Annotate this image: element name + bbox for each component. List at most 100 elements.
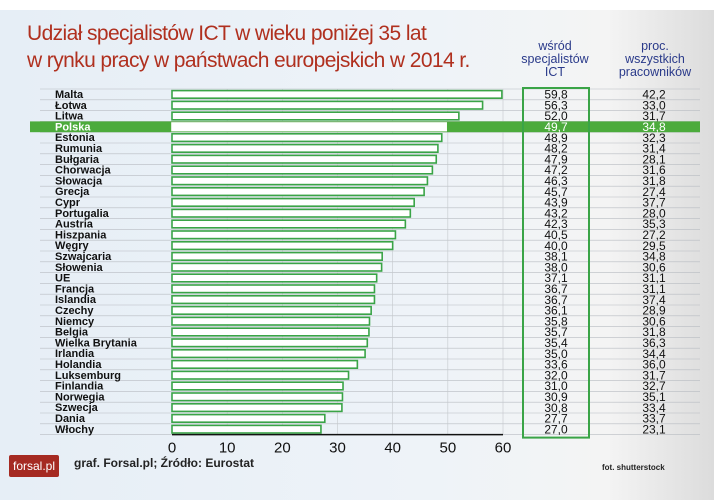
category-label: Cypr — [55, 197, 81, 209]
bar-Bułgaria — [171, 154, 438, 164]
all-workers-value: 34,8 — [642, 120, 666, 134]
col-ict-header-3: ICT — [544, 65, 566, 79]
forsal-logo: forsal.pl — [9, 455, 59, 477]
ict-value: 43,2 — [544, 206, 568, 220]
x-tick-label: 0 — [168, 440, 176, 457]
bar-Słowacja — [171, 176, 429, 186]
bar-Austria — [171, 219, 407, 229]
bar-Polska — [171, 122, 447, 132]
all-workers-value: 36,0 — [642, 358, 666, 372]
all-workers-value: 31,1 — [642, 282, 666, 296]
category-label: Finlandia — [55, 381, 104, 393]
category-label: Bułgaria — [55, 154, 100, 166]
x-tick-label: 10 — [219, 440, 236, 457]
ict-value: 47,9 — [544, 152, 568, 166]
bar-Czechy — [171, 305, 372, 316]
all-workers-value: 30,6 — [642, 260, 666, 274]
bar-Portugalia — [171, 208, 412, 218]
all-workers-value: 27,4 — [642, 185, 666, 199]
x-tick-label: 60 — [495, 440, 512, 457]
bar-Rumunia — [171, 143, 439, 154]
top-strip — [0, 0, 714, 10]
ict-value: 40,0 — [544, 239, 568, 253]
ict-value: 27,0 — [544, 422, 568, 436]
source-note: graf. Forsal.pl; Źródło: Eurostat — [74, 456, 255, 470]
col-all-header-2: wszystkich — [625, 52, 685, 66]
ict-value: 35,8 — [544, 314, 568, 328]
all-workers-value: 31,4 — [642, 142, 666, 156]
bar-Dania — [171, 413, 326, 424]
ict-value: 45,7 — [544, 185, 568, 199]
category-label: Hiszpania — [55, 229, 107, 241]
bar-Chorwacja — [171, 165, 434, 175]
bar-Grecja — [171, 187, 425, 197]
ict-value: 35,0 — [544, 347, 568, 361]
bar-Cypr — [171, 197, 415, 208]
category-label: Czechy — [55, 305, 94, 317]
category-label: Belgia — [55, 327, 89, 339]
ict-value: 48,2 — [544, 142, 568, 156]
ict-value: 35,7 — [544, 325, 568, 339]
ict-value: 36,7 — [544, 293, 568, 307]
all-workers-value: 42,2 — [642, 88, 666, 102]
all-workers-value: 34,8 — [642, 250, 666, 264]
bar-UE — [171, 273, 378, 283]
ict-value: 38,0 — [544, 260, 568, 274]
x-tick-label: 40 — [384, 440, 401, 457]
ict-value: 30,8 — [544, 401, 568, 415]
ict-value: 49,7 — [544, 120, 568, 134]
category-label: Irlandia — [55, 348, 95, 360]
category-label: Polska — [55, 121, 91, 133]
ict-value: 33,6 — [544, 358, 568, 372]
ict-value: 35,4 — [544, 336, 568, 350]
bar-Norwegia — [171, 392, 344, 402]
all-workers-value: 31,7 — [642, 109, 666, 123]
x-tick-label: 20 — [274, 440, 291, 457]
category-label: Francja — [55, 283, 95, 295]
ict-value: 27,7 — [544, 412, 568, 426]
bar-Francja — [171, 284, 376, 294]
bar-Łotwa — [171, 100, 484, 110]
all-workers-value: 28,1 — [642, 152, 666, 166]
x-tick-label: 50 — [439, 440, 456, 457]
ict-value: 56,3 — [544, 98, 568, 112]
all-workers-value: 28,0 — [642, 206, 666, 220]
all-workers-value: 37,4 — [642, 293, 666, 307]
col-all-header: proc. wszystkich pracowników — [610, 40, 700, 79]
bar-Islandia — [171, 294, 376, 305]
ict-value: 40,5 — [544, 228, 568, 242]
title-line-2: w rynku pracy w państwach europejskich w… — [27, 49, 470, 72]
category-label: Dania — [55, 413, 86, 425]
bar-Estonia — [171, 133, 443, 143]
bar-Szwajcaria — [171, 251, 383, 262]
ict-value: 30,9 — [544, 390, 568, 404]
all-workers-value: 37,7 — [642, 196, 666, 210]
col-ict-header: wśród specjalistów ICT — [515, 40, 595, 79]
all-workers-value: 28,9 — [642, 304, 666, 318]
x-tick-label: 30 — [329, 440, 346, 457]
chart-title: Udział specjalistów ICT w wieku poniżej … — [27, 20, 470, 74]
photo-credit: fot. shutterstock — [602, 463, 665, 472]
ict-value: 52,0 — [544, 109, 568, 123]
category-label: Portugalia — [55, 208, 110, 220]
all-workers-value: 31,1 — [642, 271, 666, 285]
all-workers-value: 35,3 — [642, 217, 666, 231]
category-label: Szwajcaria — [55, 251, 112, 263]
bar-Szwecja — [171, 402, 343, 413]
category-label: Łotwa — [55, 100, 88, 112]
bar-Słowenia — [171, 262, 383, 272]
all-workers-value: 31,6 — [642, 163, 666, 177]
category-label: Malta — [55, 89, 84, 101]
ict-value: 46,3 — [544, 174, 568, 188]
all-workers-value: 33,4 — [642, 401, 666, 415]
bar-Finlandia — [171, 381, 344, 391]
category-label: Litwa — [55, 111, 84, 123]
ict-value: 36,1 — [544, 304, 568, 318]
ict-value: 59,8 — [544, 88, 568, 102]
all-workers-value: 23,1 — [642, 422, 666, 436]
col-all-header-1: proc. — [641, 39, 669, 53]
category-label: Słowenia — [55, 262, 104, 274]
category-label: Chorwacja — [55, 165, 112, 177]
all-workers-value: 32,3 — [642, 131, 666, 145]
bar-Belgia — [171, 327, 370, 337]
